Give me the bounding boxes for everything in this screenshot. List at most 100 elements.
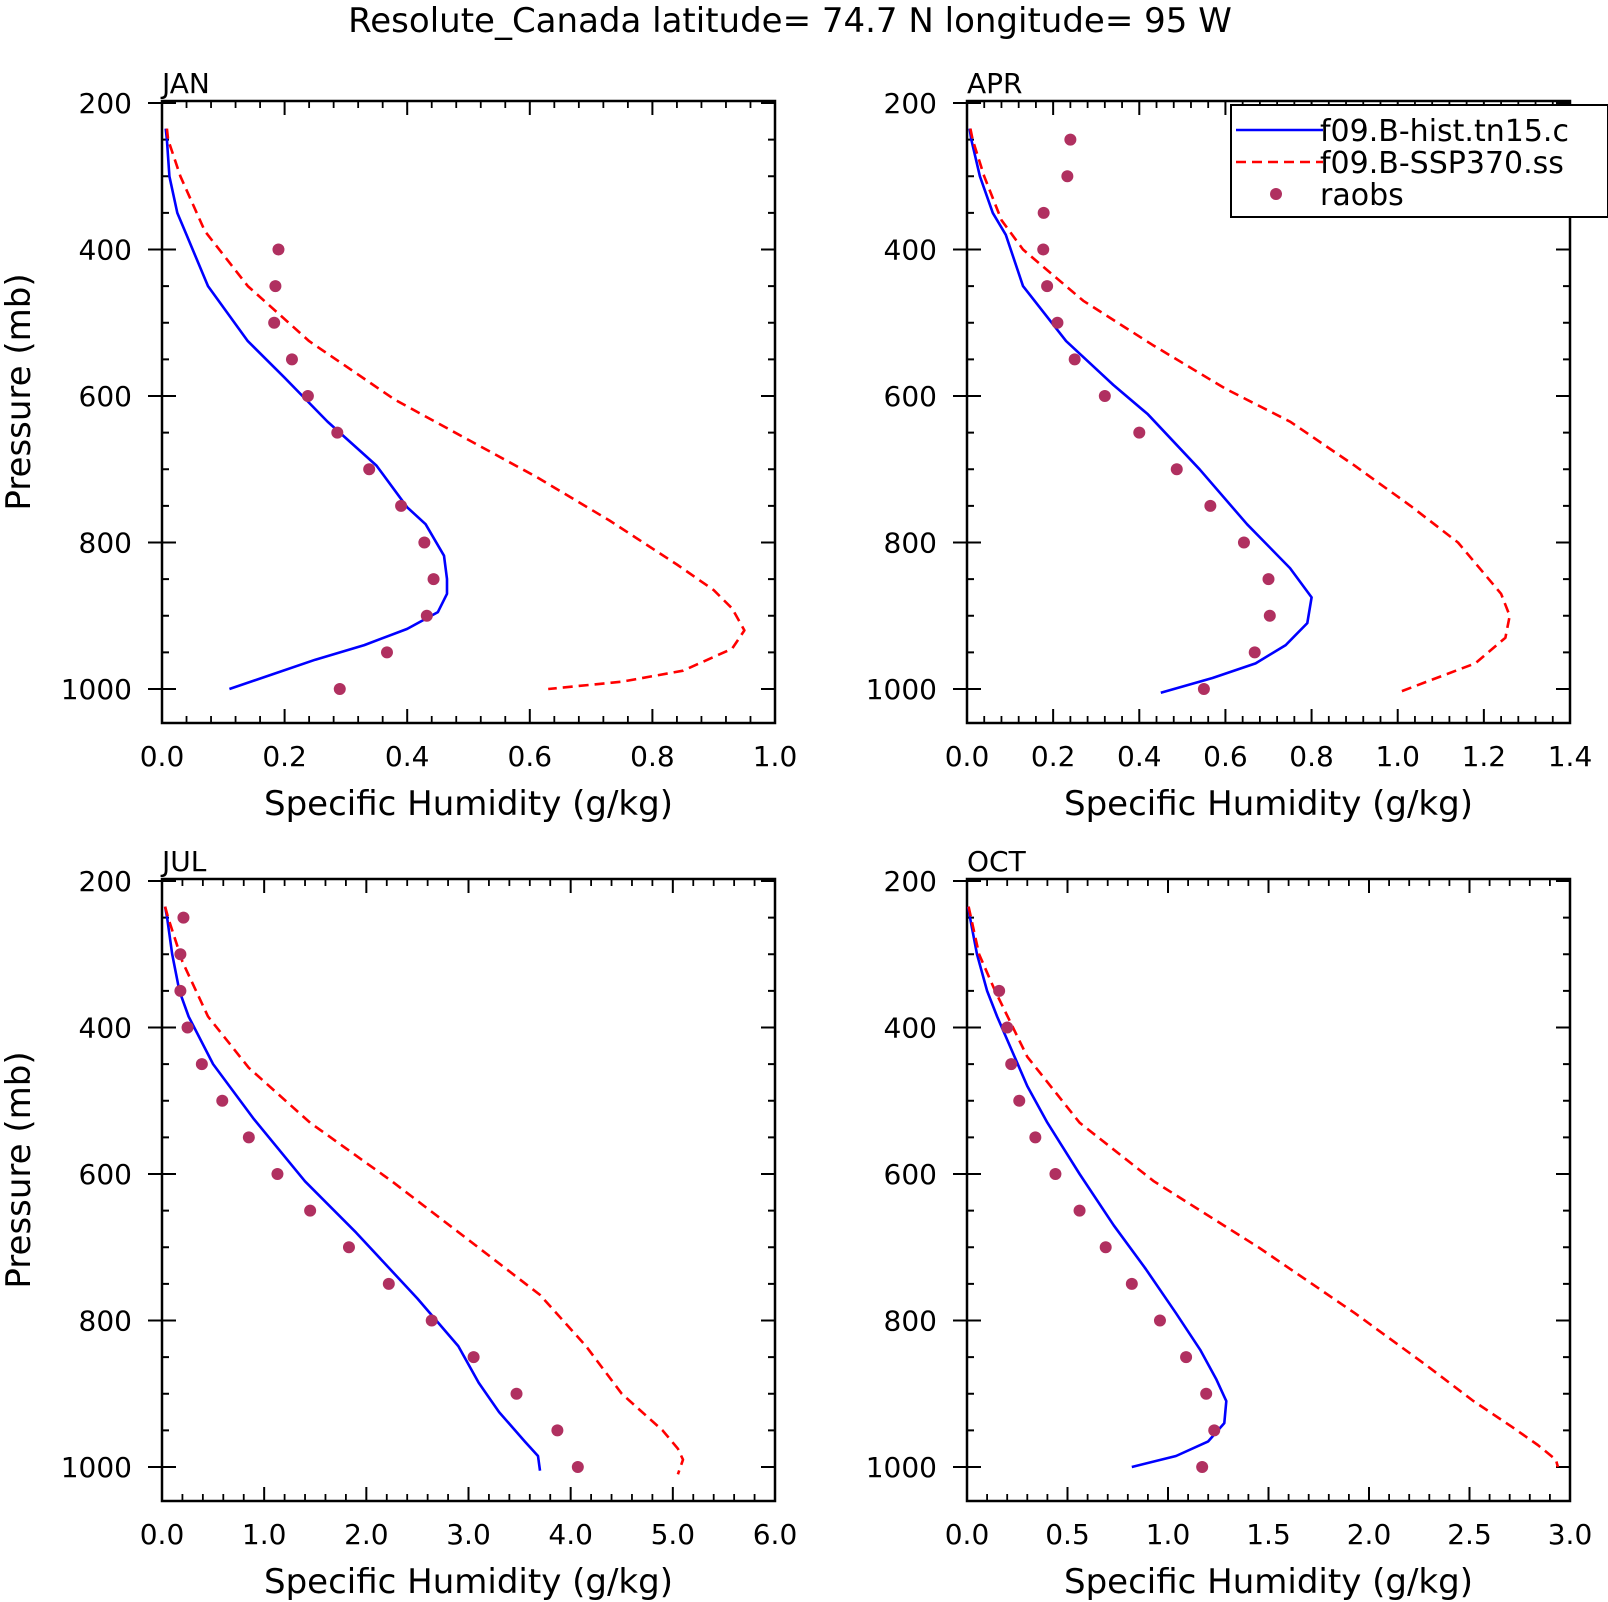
raobs-point xyxy=(551,1424,564,1437)
x-axis-label: Specific Humidity (g/kg) xyxy=(1064,1562,1473,1602)
raobs-point xyxy=(285,353,298,366)
y-tick-label: 800 xyxy=(79,527,132,560)
raobs-point xyxy=(1073,1204,1086,1217)
chart-panel-apr: 0.0 0.2 0.4 0.6 0.8 1.0 1.2 1.4 200 400 600 800 1000… xyxy=(866,67,1608,824)
x-tick-label: 5.0 xyxy=(651,1518,696,1551)
y-tick-label: 1000 xyxy=(61,1451,132,1484)
raobs-point xyxy=(195,1058,208,1071)
x-tick-label: 2.5 xyxy=(1447,1518,1492,1551)
raobs-point xyxy=(427,573,440,586)
raobs-point xyxy=(1263,609,1276,622)
data-series-group xyxy=(163,906,685,1475)
x-tick-label: 0.0 xyxy=(140,1518,185,1551)
y-tick-label: 800 xyxy=(884,527,937,560)
raobs-point xyxy=(1180,1351,1193,1364)
chart-panel-jul: 0.0 1.0 2.0 3.0 4.0 5.0 6.0 200 400 600 800 1000 JUL… xyxy=(0,845,797,1602)
raobs-point xyxy=(571,1461,584,1473)
x-tick-label: 0.8 xyxy=(1289,740,1334,773)
x-tick-label: 2.0 xyxy=(344,1518,389,1551)
panel-label: OCT xyxy=(967,845,1027,878)
x-tick-label: 3.0 xyxy=(1548,1518,1593,1551)
raobs-point xyxy=(333,683,346,695)
x-tick-label: 2.0 xyxy=(1347,1518,1392,1551)
raobs-point xyxy=(1248,646,1261,659)
data-series-group xyxy=(164,128,746,695)
x-axis-label: Specific Humidity (g/kg) xyxy=(1064,784,1473,824)
y-tick-label: 600 xyxy=(79,380,132,413)
raobs-point xyxy=(1001,1021,1014,1034)
x-tick-label: 0.8 xyxy=(630,740,675,773)
raobs-point xyxy=(1064,133,1077,146)
data-series-group xyxy=(967,906,1560,1473)
raobs-point xyxy=(1029,1131,1042,1144)
panel-label: JUL xyxy=(160,845,207,878)
raobs-point xyxy=(1125,1277,1138,1290)
raobs-point xyxy=(272,243,285,256)
hist-line xyxy=(163,906,542,1471)
y-tick-label: 200 xyxy=(884,865,937,898)
raobs-point xyxy=(242,1131,255,1144)
y-axis-label: Pressure (mb) xyxy=(0,1051,39,1288)
raobs-point xyxy=(418,536,431,549)
raobs-point xyxy=(268,316,281,329)
x-tick-label: 0.2 xyxy=(262,740,307,773)
raobs-point xyxy=(1262,573,1275,586)
raobs-point xyxy=(1061,170,1074,183)
raobs-point xyxy=(993,984,1006,997)
chart-panel-oct: 0.0 0.5 1.0 1.5 2.0 2.5 3.0 200 400 600 800 1000 OCT… xyxy=(866,845,1593,1602)
ssp370-line xyxy=(969,128,1511,694)
hist-line xyxy=(164,128,449,691)
raobs-point xyxy=(395,499,408,512)
x-axis-label: Specific Humidity (g/kg) xyxy=(264,1562,673,1602)
y-tick-label: 600 xyxy=(884,1158,937,1191)
raobs-point xyxy=(1099,1241,1112,1254)
y-tick-label: 200 xyxy=(79,87,132,120)
x-tick-label: 0.4 xyxy=(385,740,430,773)
hist-line xyxy=(968,128,1313,694)
raobs-point xyxy=(1013,1094,1026,1107)
x-tick-label: 3.0 xyxy=(446,1518,491,1551)
raobs-point xyxy=(1098,390,1111,402)
raobs-point xyxy=(363,463,376,476)
raobs-point xyxy=(181,1021,194,1034)
raobs-point xyxy=(177,911,190,924)
raobs-point xyxy=(1005,1058,1018,1071)
raobs-point xyxy=(1204,499,1217,512)
x-tick-label: 1.0 xyxy=(753,740,798,773)
raobs-point xyxy=(174,948,187,961)
raobs-point xyxy=(304,1204,317,1217)
raobs-point xyxy=(1170,463,1183,476)
panel-label: JAN xyxy=(160,67,210,100)
x-tick-label: 4.0 xyxy=(548,1518,593,1551)
x-tick-label: 1.0 xyxy=(1146,1518,1191,1551)
chart-panel-jan: 0.0 0.2 0.4 0.6 0.8 1.0 200 400 600 800 1000 JAN Spe… xyxy=(0,67,797,824)
figure-title: Resolute_Canada latitude= 74.7 N longitu… xyxy=(348,1,1232,41)
raobs-point xyxy=(420,609,433,622)
y-tick-label: 1000 xyxy=(61,673,132,706)
x-tick-label: 1.0 xyxy=(242,1518,287,1551)
plot-frame xyxy=(965,99,1572,725)
x-tick-label: 0.0 xyxy=(945,1518,990,1551)
raobs-point xyxy=(1049,1168,1062,1180)
legend-label: f09.B-hist.tn15.c xyxy=(1320,114,1569,149)
x-axis-label: Specific Humidity (g/kg) xyxy=(264,784,673,824)
raobs-point xyxy=(382,1277,395,1290)
y-tick-label: 200 xyxy=(79,865,132,898)
raobs-point xyxy=(1208,1424,1221,1437)
y-tick-label: 200 xyxy=(884,87,937,120)
raobs-point xyxy=(425,1314,438,1327)
panels: 0.0 0.2 0.4 0.6 0.8 1.0 200 400 600 800 1000 JAN Spe… xyxy=(0,67,1608,1602)
data-series-group xyxy=(968,128,1511,695)
x-tick-label: 0.2 xyxy=(1031,740,1076,773)
y-tick-label: 800 xyxy=(79,1305,132,1338)
raobs-point xyxy=(331,426,344,439)
ssp370-line xyxy=(163,906,685,1475)
raobs-point xyxy=(1133,426,1146,439)
raobs-point xyxy=(1237,536,1250,549)
y-tick-label: 600 xyxy=(79,1158,132,1191)
legend-marker-raobs xyxy=(1270,188,1282,200)
plot-frame xyxy=(160,99,777,725)
x-tick-label: 6.0 xyxy=(753,1518,798,1551)
